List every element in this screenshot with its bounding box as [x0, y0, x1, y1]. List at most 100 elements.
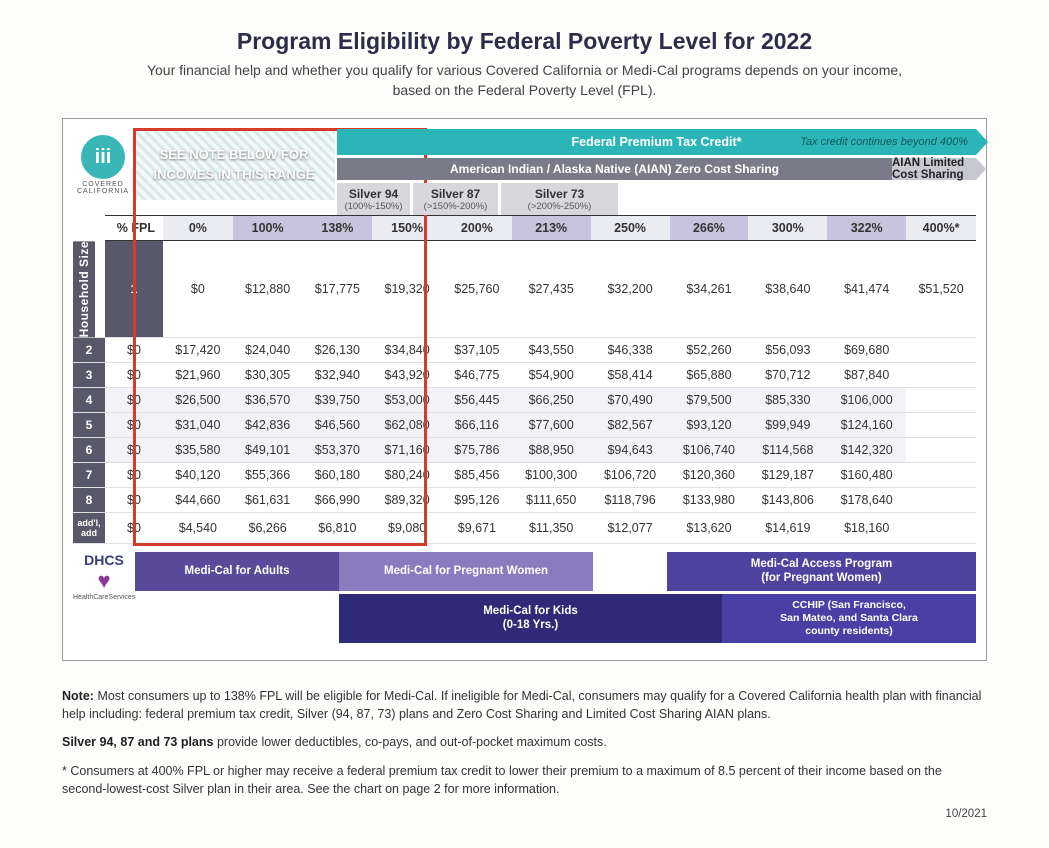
cell-value: $32,200	[591, 241, 670, 338]
table-row: 5$0$31,040$42,836$46,560$62,080$66,116$7…	[73, 413, 976, 438]
cell-value: $42,836	[233, 413, 303, 438]
cell-value: $52,260	[670, 338, 749, 363]
income-range-note: SEE NOTE BELOW FOR INCOMES IN THIS RANGE	[133, 129, 337, 200]
dhcs-logo: DHCS ♥ HealthCareServices	[73, 552, 135, 601]
cell-value: $93,120	[670, 413, 749, 438]
cell-value: $44,660	[163, 488, 233, 513]
cell-value: $43,550	[512, 338, 591, 363]
col-header: 100%	[233, 216, 303, 241]
silver-87: Silver 87(>150%-200%)	[413, 183, 501, 215]
cell-value: $32,940	[303, 363, 373, 388]
band-cchip: CCHIP (San Francisco,San Mateo, and Sant…	[722, 594, 976, 643]
cell-value: $70,490	[591, 388, 670, 413]
cell-value: $54,900	[512, 363, 591, 388]
cell-value: $31,040	[163, 413, 233, 438]
cell-value: $34,261	[670, 241, 749, 338]
note-3: * Consumers at 400% FPL or higher may re…	[62, 762, 987, 798]
cell-value: $46,775	[442, 363, 512, 388]
cell-value: $66,116	[442, 413, 512, 438]
cell-value: $0	[105, 488, 163, 513]
cell-value: $60,180	[303, 463, 373, 488]
row-index: 1	[105, 241, 163, 338]
footnotes: Note: Most consumers up to 138% FPL will…	[62, 687, 987, 798]
cell-value: $70,712	[748, 363, 827, 388]
cell-value: $106,720	[591, 463, 670, 488]
col-header: 138%	[303, 216, 373, 241]
cell-value: $143,806	[748, 488, 827, 513]
row-index: 5	[73, 413, 105, 438]
band-aian-limited: AIAN Limited Cost Sharing	[892, 158, 976, 180]
cell-value: $77,600	[512, 413, 591, 438]
cell-value: $21,960	[163, 363, 233, 388]
cell-value: $34,840	[372, 338, 442, 363]
col-header: 266%	[670, 216, 749, 241]
cell-value: $53,370	[303, 438, 373, 463]
page-title: Program Eligibility by Federal Poverty L…	[62, 28, 987, 55]
cell-value: $66,250	[512, 388, 591, 413]
band-medical-access: Medi-Cal Access Program(for Pregnant Wom…	[667, 552, 976, 591]
cell-value: $56,445	[442, 388, 512, 413]
cell-value: $79,500	[670, 388, 749, 413]
cell-value: $0	[105, 338, 163, 363]
cell-value: $6,266	[233, 513, 303, 544]
cell-value: $160,480	[827, 463, 906, 488]
household-size-label: Household Size	[73, 241, 95, 337]
cell-value: $55,366	[233, 463, 303, 488]
cell-value: $17,420	[163, 338, 233, 363]
cell-value: $120,360	[670, 463, 749, 488]
cell-value: $0	[105, 363, 163, 388]
table-row: add'l, add$0$4,540$6,266$6,810$9,080$9,6…	[73, 513, 976, 544]
cell-value: $30,305	[233, 363, 303, 388]
band-medical-pregnant: Medi-Cal for Pregnant Women	[339, 552, 593, 591]
cell-value: $80,240	[372, 463, 442, 488]
cell-value: $25,760	[442, 241, 512, 338]
cell-value: $4,540	[163, 513, 233, 544]
cell-value: $0	[105, 513, 163, 544]
cell-value: $111,650	[512, 488, 591, 513]
eligibility-table-card: iii COVERED CALIFORNIA SEE NOTE BELOW FO…	[62, 118, 987, 661]
cell-value: $58,414	[591, 363, 670, 388]
cell-value: $100,300	[512, 463, 591, 488]
col-header: 213%	[512, 216, 591, 241]
cell-value: $53,000	[372, 388, 442, 413]
cell-value: $71,160	[372, 438, 442, 463]
col-header: 0%	[163, 216, 233, 241]
cell-value: $43,920	[372, 363, 442, 388]
cell-value: $87,840	[827, 363, 906, 388]
silver-73: Silver 73(>200%-250%)	[501, 183, 621, 215]
cell-value: $6,810	[303, 513, 373, 544]
cell-value: $9,080	[372, 513, 442, 544]
row-index: 4	[73, 388, 105, 413]
cell-value: $41,474	[827, 241, 906, 338]
fpl-table: % FPL0%100%138%150%200%213%250%266%300%3…	[73, 215, 976, 544]
table-row: 8$0$44,660$61,631$66,990$89,320$95,126$1…	[73, 488, 976, 513]
row-index: 6	[73, 438, 105, 463]
cell-value: $19,320	[372, 241, 442, 338]
covered-ca-logo: iii COVERED CALIFORNIA	[73, 129, 133, 195]
cell-value: $13,620	[670, 513, 749, 544]
tax-credit-extension: Tax credit continues beyond 400%	[800, 136, 968, 148]
cell-value: $142,320	[827, 438, 906, 463]
band-medical-adults: Medi-Cal for Adults	[135, 552, 339, 591]
cell-value: $49,101	[233, 438, 303, 463]
table-row: 2$0$17,420$24,040$26,130$34,840$37,105$4…	[73, 338, 976, 363]
table-row: 4$0$26,500$36,570$39,750$53,000$56,445$6…	[73, 388, 976, 413]
cell-value: $129,187	[748, 463, 827, 488]
cell-value: $85,330	[748, 388, 827, 413]
col-header: 322%	[827, 216, 906, 241]
cell-value: $61,631	[233, 488, 303, 513]
cell-value: $38,640	[748, 241, 827, 338]
note-2: provide lower deductibles, co-pays, and …	[217, 735, 607, 749]
cell-value: $85,456	[442, 463, 512, 488]
cell-value: $46,560	[303, 413, 373, 438]
row-index: 8	[73, 488, 105, 513]
cell-value: $11,350	[512, 513, 591, 544]
table-row: Household Size1$0$12,880$17,775$19,320$2…	[73, 241, 976, 338]
col-header: 200%	[442, 216, 512, 241]
cell-value: $35,580	[163, 438, 233, 463]
subtitle-line2: based on the Federal Poverty Level (FPL)…	[393, 82, 657, 98]
col-header: % FPL	[105, 216, 163, 241]
cell-value: $37,105	[442, 338, 512, 363]
silver-plans-row: Silver 94(100%-150%) Silver 87(>150%-200…	[337, 183, 976, 215]
cell-value: $18,160	[827, 513, 906, 544]
